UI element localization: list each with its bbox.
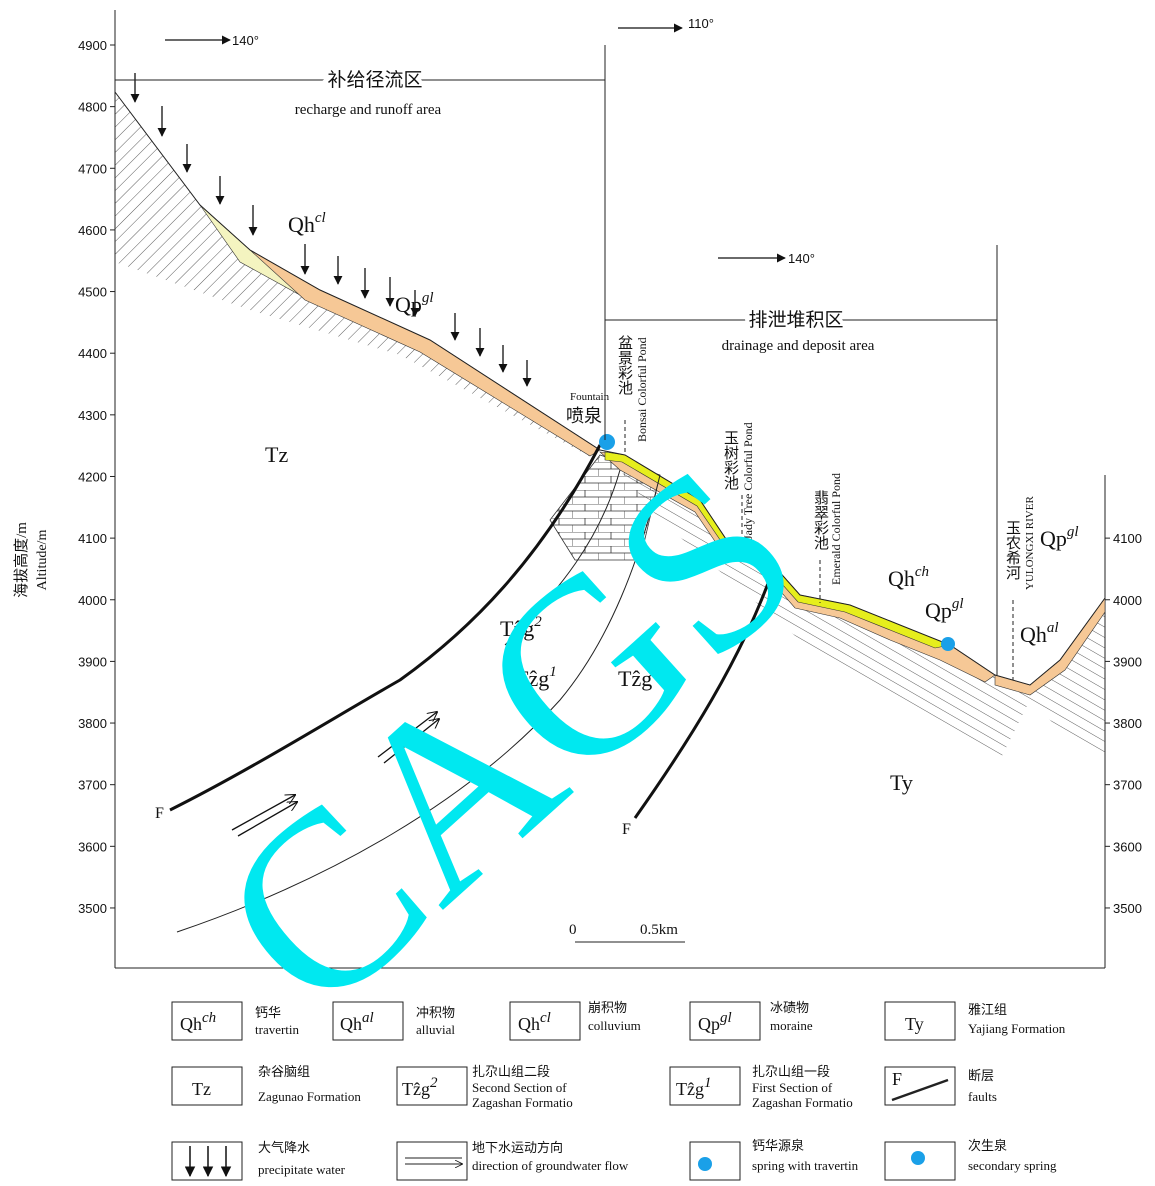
legend-symbol: Tz	[192, 1079, 211, 1099]
tick-label: 3900	[78, 654, 107, 669]
legend-en: alluvial	[416, 1022, 455, 1037]
tick-label: 4600	[78, 223, 107, 238]
tick-label: 4800	[78, 100, 107, 115]
zone-en: recharge and runoff area	[295, 102, 442, 118]
feature-cn: 喷泉	[566, 406, 602, 426]
zone-en: drainage and deposit area	[722, 338, 875, 354]
scale-label: 0	[569, 922, 577, 938]
feature-cn: 玉农希河	[1004, 520, 1021, 580]
legend-cn: 雅江组	[968, 1002, 1007, 1017]
feature-en: Fountain	[570, 391, 610, 403]
unit-label: F	[622, 821, 631, 838]
legend-cn: 崩积物	[588, 1000, 627, 1015]
tick-label: 3900	[1113, 654, 1142, 669]
legend-cn: 地下水运动方向	[472, 1140, 563, 1155]
legend-cn: 大气降水	[258, 1140, 310, 1155]
zone-cn: 补给径流区	[327, 69, 422, 91]
legend-symbol: F	[892, 1069, 902, 1089]
legend-en: Zagashan Formatio	[752, 1095, 853, 1110]
legend-symbol: Tẑg1	[676, 1075, 711, 1099]
legend-symbol: Tẑg2	[402, 1075, 438, 1099]
tick-label: 3800	[78, 716, 107, 731]
tick-label: 4500	[78, 285, 107, 300]
tick-label: 4000	[1113, 593, 1142, 608]
feature-cn: 盆景彩池	[616, 335, 633, 395]
direction: 110°	[688, 16, 714, 31]
unit-label: Qpgl	[925, 596, 964, 623]
tick-label: 4400	[78, 346, 107, 361]
legend-cn: 扎尕山组一段	[752, 1064, 830, 1079]
legend-en: precipitate water	[258, 1162, 346, 1177]
tick-label: 3700	[1113, 778, 1142, 793]
legend: Qhch Qhal Qhcl Qpgl Ty Tz Tẑg2 Tẑg1 F 钙华…	[172, 1000, 1066, 1180]
tick-label: 4000	[78, 593, 107, 608]
watermark: CAGS	[169, 412, 850, 1064]
tick-label: 4300	[78, 408, 107, 423]
tick-label: 3700	[78, 778, 107, 793]
tick-label: 4200	[78, 469, 107, 484]
feature-cn: 翡翠彩池	[812, 490, 829, 550]
axis-title: 海拔高度/m	[13, 522, 30, 598]
legend-cn: 钙华源泉	[752, 1138, 804, 1153]
direction: 140°	[232, 33, 259, 48]
legend-en: Second Section of	[472, 1080, 567, 1095]
legend-cn: 次生泉	[968, 1138, 1007, 1153]
legend-symbol: Qhch	[180, 1010, 216, 1034]
cross-section: 140° 110° 140° 补给径流区 recharge and runoff…	[0, 0, 1155, 1186]
legend-en: moraine	[770, 1018, 813, 1033]
legend-cn: 冲积物	[416, 1005, 455, 1020]
legend-symbol: Qpgl	[698, 1010, 732, 1034]
legend-cn: 杂谷脑组	[258, 1064, 310, 1079]
legend-en: secondary spring	[968, 1158, 1057, 1173]
legend-cn: 扎尕山组二段	[472, 1064, 550, 1079]
axis-title: Altitude/m	[35, 530, 50, 591]
legend-cn: 钙华	[255, 1005, 281, 1020]
legend-en: travertin	[255, 1022, 300, 1037]
tick-label: 4700	[78, 161, 107, 176]
unit-label: Qhal	[1020, 620, 1059, 647]
legend-en: Zagashan Formatio	[472, 1095, 573, 1110]
legend-en: First Section of	[752, 1080, 833, 1095]
unit-label: Ty	[890, 770, 913, 795]
scale-label: 0.5km	[640, 922, 678, 938]
unit-label: F	[155, 805, 164, 822]
tick-label: 3500	[78, 901, 107, 916]
feature-en: Emerald Colorful Pond	[829, 473, 843, 585]
unit-label: Qhch	[888, 564, 929, 591]
legend-en: Yajiang Formation	[968, 1021, 1066, 1036]
unit-label: Qhcl	[288, 210, 326, 237]
legend-symbol: Ty	[905, 1014, 924, 1034]
legend-symbol: Qhcl	[518, 1010, 551, 1034]
tick-label: 3500	[1113, 901, 1142, 916]
legend-en: colluvium	[588, 1018, 641, 1033]
tick-label: 4100	[1113, 531, 1142, 546]
legend-en: faults	[968, 1089, 997, 1104]
unit-label: Tz	[265, 442, 288, 467]
tick-label: 4900	[78, 38, 107, 53]
unit-label: Qpgl	[395, 290, 434, 317]
direction: 140°	[788, 251, 815, 266]
zone-cn: 排泄堆积区	[748, 309, 843, 331]
feature-en: YULONGXI RIVER	[1024, 496, 1036, 590]
tick-label: 3600	[1113, 839, 1142, 854]
legend-en: direction of groundwater flow	[472, 1158, 629, 1173]
legend-en: Zagunao Formation	[258, 1089, 361, 1104]
tick-label: 3800	[1113, 716, 1142, 731]
legend-cn: 冰碛物	[770, 1000, 809, 1015]
tick-label: 4100	[78, 531, 107, 546]
legend-en: spring with travertin	[752, 1158, 859, 1173]
legend-cn: 断层	[968, 1068, 994, 1083]
unit-label: Qpgl	[1040, 524, 1079, 551]
tick-label: 3600	[78, 839, 107, 854]
